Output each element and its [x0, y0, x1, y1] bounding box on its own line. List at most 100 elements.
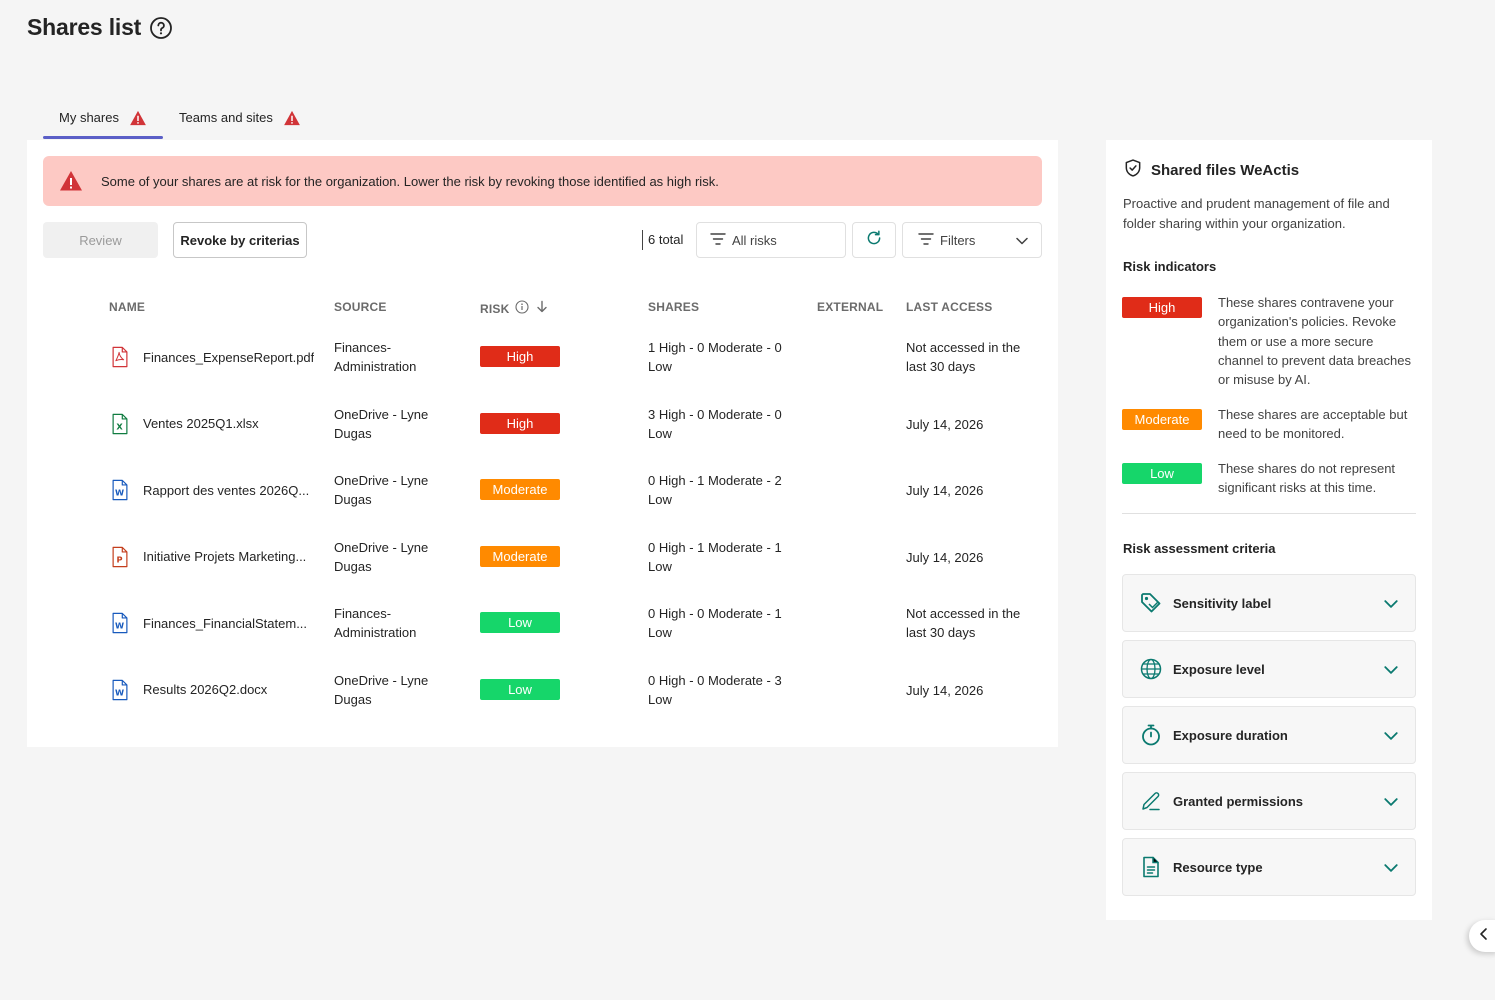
collapse-panel-button[interactable]	[1469, 920, 1495, 952]
filters-dropdown[interactable]: Filters	[902, 222, 1042, 258]
risk-filter-dropdown[interactable]: All risks	[696, 222, 846, 258]
risk-alert-banner: Some of your shares are at risk for the …	[43, 156, 1042, 206]
last-access-cell: Not accessed in the last 30 days	[906, 340, 1021, 374]
source-cell: OneDrive - Lyne Dugas	[334, 672, 429, 707]
divider	[1122, 513, 1416, 514]
table-row[interactable]: W Finances_FinancialStatem... Finances-Adm…	[27, 590, 1058, 657]
svg-text:W: W	[115, 687, 124, 697]
risk-cell: High	[480, 346, 560, 367]
shares-cell: 1 High - 0 Moderate - 0 Low	[648, 340, 782, 374]
file-name-cell[interactable]: P Initiative Projets Marketing...	[109, 524, 306, 590]
column-header-external[interactable]: EXTERNAL	[817, 300, 884, 314]
table-row[interactable]: W Results 2026Q2.docx OneDrive - Lyne Duga…	[27, 657, 1058, 724]
risk-cell: Low	[480, 612, 560, 633]
filter-icon	[710, 232, 726, 249]
tag-icon	[1139, 591, 1163, 615]
risk-badge: Low	[1122, 463, 1202, 484]
risk-indicator-text: These shares do not represent significan…	[1218, 461, 1396, 496]
criteria-exposure-duration[interactable]: Exposure duration	[1122, 706, 1416, 764]
side-panel-description: Proactive and prudent management of file…	[1123, 196, 1390, 231]
column-header-name[interactable]: NAME	[109, 300, 146, 314]
shares-cell: 0 High - 0 Moderate - 1 Low	[648, 606, 782, 640]
shares-cell: 0 High - 1 Moderate - 1 Low	[648, 539, 782, 574]
info-icon[interactable]	[515, 300, 530, 317]
table-header: NAME SOURCE RISK SHARES EXTERNAL LAST AC…	[27, 292, 1058, 324]
risk-badge: High	[1122, 297, 1202, 318]
tab-list: My shares Teams and sites	[43, 96, 317, 139]
column-header-last-access[interactable]: LAST ACCESS	[906, 300, 993, 314]
refresh-icon	[865, 229, 883, 252]
side-panel-title: Shared files WeActis	[1123, 158, 1299, 182]
last-access-cell: July 14, 2026	[906, 682, 984, 698]
last-access-cell: July 14, 2026	[906, 416, 984, 432]
column-header-risk[interactable]: RISK	[480, 300, 549, 317]
chevron-down-icon	[1383, 662, 1399, 681]
chevron-down-icon	[1383, 596, 1399, 615]
pen-icon	[1139, 789, 1163, 813]
risk-badge: High	[480, 346, 560, 367]
table-body: Finances_ExpenseReport.pdf Finances-Admin…	[27, 324, 1058, 723]
page-header: Shares list	[27, 14, 173, 41]
shares-card: Some of your shares are at risk for the …	[27, 140, 1058, 747]
criteria-sensitivity-label[interactable]: Sensitivity label	[1122, 574, 1416, 632]
total-count: 6 total	[642, 230, 683, 250]
shares-cell: 3 High - 0 Moderate - 0 Low	[648, 406, 782, 441]
refresh-button[interactable]	[852, 222, 896, 258]
last-access-cell: July 14, 2026	[906, 483, 984, 498]
filters-label: Filters	[940, 232, 976, 248]
alert-message: Some of your shares are at risk for the …	[101, 173, 719, 189]
docx-file-icon: W	[109, 612, 131, 634]
timer-icon	[1139, 723, 1163, 747]
pdf-file-icon	[109, 346, 131, 368]
risk-badge: Moderate	[1122, 409, 1202, 430]
chevron-down-icon	[1015, 234, 1029, 251]
tab-my-shares[interactable]: My shares	[43, 96, 163, 139]
tab-label: Teams and sites	[178, 110, 273, 125]
table-row[interactable]: W Rapport des ventes 2026Q... OneDrive - L…	[27, 457, 1058, 524]
column-header-shares[interactable]: SHARES	[648, 300, 700, 314]
risk-badge: Moderate	[480, 545, 560, 567]
file-name-cell[interactable]: W Finances_FinancialStatem...	[109, 590, 307, 656]
sort-descending-icon[interactable]	[535, 300, 549, 317]
warning-icon	[129, 109, 147, 127]
revoke-by-criterias-button[interactable]: Revoke by criterias	[173, 222, 307, 258]
chevron-down-icon	[1383, 860, 1399, 879]
source-cell: OneDrive - Lyne Dugas	[334, 406, 429, 441]
svg-text:W: W	[115, 621, 124, 631]
svg-text:X: X	[116, 421, 123, 431]
document-icon	[1139, 855, 1163, 879]
warning-icon	[59, 169, 83, 193]
source-cell: OneDrive - Lyne Dugas	[334, 473, 429, 507]
review-button[interactable]: Review	[43, 222, 158, 258]
criteria-exposure-level[interactable]: Exposure level	[1122, 640, 1416, 698]
file-name: Finances_ExpenseReport.pdf	[143, 349, 315, 365]
table-row[interactable]: X Ventes 2025Q1.xlsx OneDrive - Lyne Dugas…	[27, 391, 1058, 458]
file-name: Finances_FinancialStatem...	[143, 615, 308, 631]
chevron-left-icon	[1478, 927, 1490, 946]
docx-file-icon: W	[109, 679, 131, 701]
table-row[interactable]: P Initiative Projets Marketing... OneDrive…	[27, 524, 1058, 591]
shares-cell: 0 High - 0 Moderate - 3 Low	[648, 672, 782, 707]
criteria-resource-type[interactable]: Resource type	[1122, 838, 1416, 896]
chevron-down-icon	[1383, 794, 1399, 813]
file-name-cell[interactable]: Finances_ExpenseReport.pdf	[109, 324, 314, 390]
file-name: Ventes 2025Q1.xlsx	[143, 416, 259, 431]
tab-label: My shares	[59, 110, 119, 125]
shares-table: NAME SOURCE RISK SHARES EXTERNAL LAST AC…	[27, 292, 1058, 723]
docx-file-icon: W	[109, 479, 131, 501]
help-icon[interactable]	[149, 16, 173, 40]
file-name: Rapport des ventes 2026Q...	[143, 482, 310, 498]
column-header-source[interactable]: SOURCE	[334, 300, 387, 314]
risk-cell: Moderate	[480, 479, 560, 500]
shares-cell: 0 High - 1 Moderate - 2 Low	[648, 473, 782, 507]
file-name-cell[interactable]: W Results 2026Q2.docx	[109, 657, 267, 723]
table-row[interactable]: Finances_ExpenseReport.pdf Finances-Admin…	[27, 324, 1058, 391]
criteria-granted-permissions[interactable]: Granted permissions	[1122, 772, 1416, 830]
file-name-cell[interactable]: W Rapport des ventes 2026Q...	[109, 457, 309, 523]
pptx-file-icon: P	[109, 546, 131, 568]
file-name-cell[interactable]: X Ventes 2025Q1.xlsx	[109, 391, 259, 457]
risk-badge: Moderate	[480, 479, 560, 500]
tab-teams-and-sites[interactable]: Teams and sites	[163, 96, 317, 139]
filter-icon	[918, 232, 934, 249]
page-title: Shares list	[27, 14, 142, 40]
